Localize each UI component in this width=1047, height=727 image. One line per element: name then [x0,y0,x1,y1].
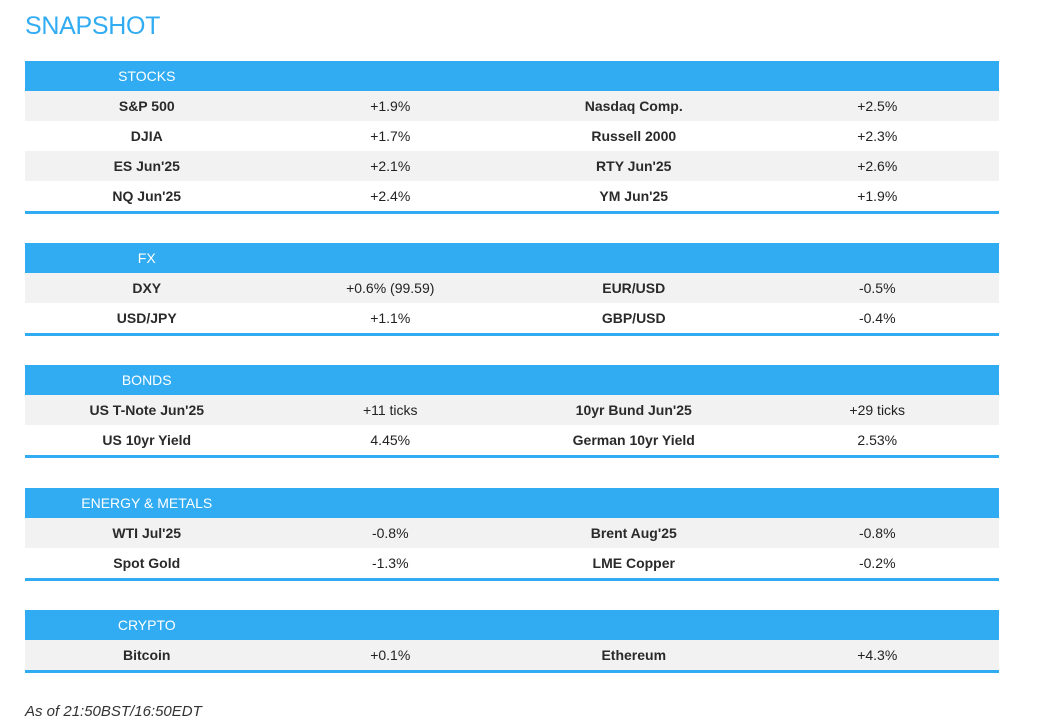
table-row: USD/JPY +1.1% GBP/USD -0.4% [25,303,999,333]
instrument-change: +2.5% [857,98,898,114]
table-row: S&P 500 +1.9% Nasdaq Comp. +2.5% [25,91,999,121]
instrument-name: WTI Jul'25 [112,525,182,541]
section-header: STOCKS [25,61,999,91]
instrument-name: EUR/USD [602,280,666,296]
table-row: DXY +0.6% (99.59) EUR/USD -0.5% [25,273,999,303]
instrument-name: NQ Jun'25 [112,188,182,204]
section-header: CRYPTO [25,610,999,640]
instrument-change: +2.3% [857,128,898,144]
section-header: ENERGY & METALS [25,488,999,518]
section-header: BONDS [25,365,999,395]
table-row: Spot Gold -1.3% LME Copper -0.2% [25,548,999,578]
page-title: SNAPSHOT [25,12,161,40]
table-row: Bitcoin +0.1% Ethereum +4.3% [25,640,999,670]
instrument-change: 4.45% [370,432,411,448]
instrument-change: -0.4% [858,310,896,326]
instrument-change: -0.8% [371,525,409,541]
section-title: BONDS [121,372,172,388]
table-row: NQ Jun'25 +2.4% YM Jun'25 +1.9% [25,181,999,211]
instrument-name: Brent Aug'25 [590,525,677,541]
instrument-change: +11 ticks [362,402,418,418]
instrument-name: S&P 500 [118,98,175,114]
section-stocks: STOCKS S&P 500 +1.9% Nasdaq Comp. +2.5% DJIA +… [25,61,999,214]
instrument-change: +1.1% [370,310,411,326]
section-title: CRYPTO [117,617,176,633]
instrument-change: +2.1% [370,158,411,174]
section-title: STOCKS [118,68,176,84]
instrument-name: German 10yr Yield [572,432,695,448]
instrument-name: LME Copper [592,555,675,571]
instrument-name: Nasdaq Comp. [584,98,683,114]
instrument-name: ES Jun'25 [113,158,180,174]
section-title: FX [137,250,156,266]
table-row: DJIA +1.7% Russell 2000 +2.3% [25,121,999,151]
section-header: FX [25,243,999,273]
instrument-name: Ethereum [601,647,667,663]
instrument-name: RTY Jun'25 [596,158,672,174]
instrument-name: 10yr Bund Jun'25 [575,402,692,418]
instrument-change: -0.8% [858,525,896,541]
table-row: WTI Jul'25 -0.8% Brent Aug'25 -0.8% [25,518,999,548]
table-row: US T-Note Jun'25 +11 ticks 10yr Bund Jun'2… [25,395,999,425]
instrument-name: YM Jun'25 [599,188,669,204]
instrument-change: 2.53% [857,432,898,448]
instrument-change: +4.3% [857,647,898,663]
section-crypto: CRYPTO Bitcoin +0.1% Ethereum +4.3% [25,610,999,673]
section-fx: FX DXY +0.6% (99.59) EUR/USD -0.5% USD/JPY +1.… [25,243,999,336]
instrument-change: +0.6% (99.59) [346,280,435,296]
instrument-name: DJIA [130,128,163,144]
table-row: ES Jun'25 +2.1% RTY Jun'25 +2.6% [25,151,999,181]
instrument-change: +2.6% [857,158,898,174]
instrument-name: Russell 2000 [591,128,677,144]
section-energy-metals: ENERGY & METALS WTI Jul'25 -0.8% Brent Aug'… [25,488,999,581]
section-bonds: BONDS US T-Note Jun'25 +11 ticks 10yr Bund … [25,365,999,458]
instrument-name: US T-Note Jun'25 [89,402,205,418]
instrument-change: -0.5% [858,280,896,296]
instrument-change: -1.3% [371,555,409,571]
instrument-name: Spot Gold [113,555,181,571]
instrument-change: +1.9% [370,98,411,114]
instrument-change: +1.7% [370,128,411,144]
table-row: US 10yr Yield 4.45% German 10yr Yield 2.53% [25,425,999,455]
instrument-change: -0.2% [858,555,896,571]
section-title: ENERGY & METALS [81,495,213,511]
instrument-name: Bitcoin [123,647,171,663]
instrument-change: +29 ticks [849,402,906,418]
instrument-change: +0.1% [370,647,411,663]
instrument-change: +1.9% [857,188,898,204]
instrument-name: DXY [132,280,162,296]
instrument-name: USD/JPY [116,310,177,326]
timestamp-footer: As of 21:50BST/16:50EDT [25,703,202,720]
instrument-change: +2.4% [370,188,411,204]
instrument-name: US 10yr Yield [102,432,192,448]
instrument-name: GBP/USD [601,310,666,326]
